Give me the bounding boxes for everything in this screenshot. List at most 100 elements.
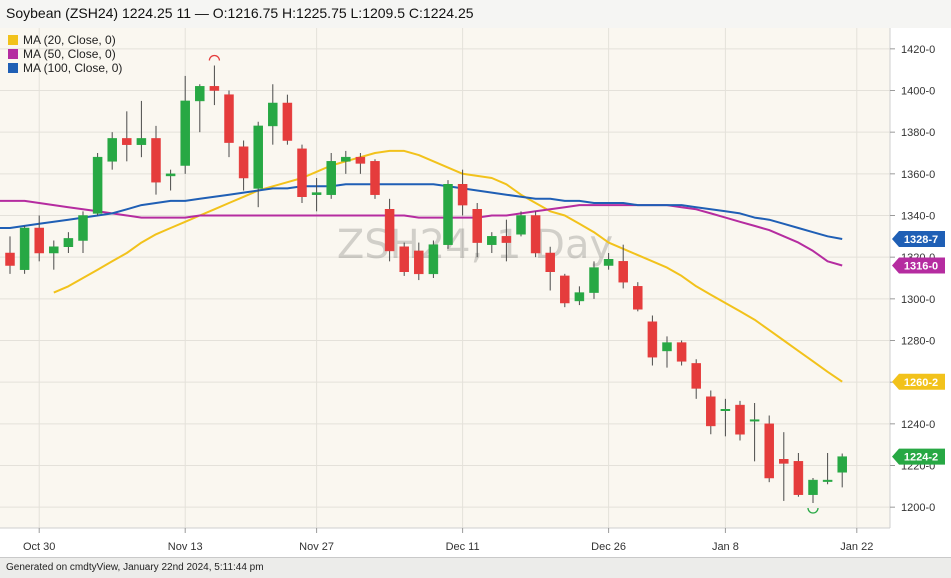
legend-label-ma50: MA (50, Close, 0) <box>23 47 116 61</box>
ma-line-50 <box>0 199 843 267</box>
candle-down <box>560 275 570 304</box>
candle-up <box>107 138 117 162</box>
time-axis[interactable]: Oct 30 Nov 13 Nov 27 Dec 11 Dec 26 Jan 8 Jan 2… <box>23 528 873 553</box>
candle-up <box>311 192 322 195</box>
candle-up <box>808 479 818 495</box>
candle-down <box>5 252 15 266</box>
candle-down <box>530 215 541 254</box>
candle-down <box>735 404 745 435</box>
legend-item-ma50[interactable]: MA (50, Close, 0) <box>8 47 122 61</box>
candle-up <box>165 173 176 177</box>
candle-up <box>341 156 351 162</box>
ma-line-20 <box>53 149 843 383</box>
candle-up <box>49 246 59 254</box>
candle-up <box>837 456 847 473</box>
candle-up <box>662 342 672 352</box>
price-tick-label: 1300-0 <box>901 294 935 306</box>
candle-up <box>136 138 147 145</box>
price-tick-label: 1420-0 <box>901 44 935 56</box>
candle-down <box>238 146 249 179</box>
candle-down <box>457 184 468 206</box>
candle-down <box>297 148 307 198</box>
candle-down <box>706 396 716 427</box>
candle-down <box>647 321 658 358</box>
candle-up <box>487 236 497 245</box>
candle-down <box>34 227 44 254</box>
quote-title: Soybean (ZSH24) 1224.25 11 — O:1216.75 H… <box>6 5 474 21</box>
candle-up <box>92 156 103 214</box>
ma100-badge-bg <box>892 231 945 248</box>
price-tick-label: 1240-0 <box>901 419 935 431</box>
price-axis[interactable]: 1420-01400-01380-01360-01340-01320-01300… <box>890 44 935 514</box>
candle-down <box>151 138 161 183</box>
legend-label-ma20: MA (20, Close, 0) <box>23 33 116 47</box>
time-tick-label: Jan 22 <box>840 541 873 553</box>
candle-up <box>326 161 336 195</box>
extreme-markers <box>208 54 819 514</box>
ma50-swatch <box>8 49 18 59</box>
price-tick-label: 1360-0 <box>901 169 935 181</box>
price-badges: 1328-7 1316-0 1260-2 1224-2 <box>892 231 945 465</box>
plot-area[interactable] <box>0 28 890 528</box>
candle-up <box>822 479 833 482</box>
price-chart[interactable]: ZSH24, 1 Day 1420-01400-01380-01360-0134… <box>0 28 951 557</box>
candle-down <box>399 246 409 272</box>
candle-down <box>355 156 366 164</box>
ma20-badge-bg <box>892 373 945 390</box>
chart-header: Soybean (ZSH24) 1224.25 11 — O:1216.75 H… <box>0 0 951 29</box>
time-tick-label: Nov 13 <box>168 541 203 553</box>
price-tick-label: 1380-0 <box>901 127 935 139</box>
legend-item-ma100[interactable]: MA (100, Close, 0) <box>8 61 122 75</box>
candle-down <box>384 209 395 252</box>
ma20-swatch <box>8 35 18 45</box>
candle-up <box>428 244 439 275</box>
candle-up <box>78 215 88 241</box>
candle-up <box>603 259 614 266</box>
candle-up <box>443 184 453 245</box>
candle-up <box>749 419 760 422</box>
candle-up <box>516 215 526 235</box>
candle-down <box>691 363 701 389</box>
last-price-badge-bg <box>892 448 945 465</box>
candle-up <box>63 238 74 248</box>
candle-up <box>720 409 731 411</box>
candlesticks <box>5 65 847 503</box>
price-tick-label: 1280-0 <box>901 336 935 348</box>
candle-down <box>545 252 555 272</box>
candle-down <box>633 286 643 310</box>
price-tick-label: 1400-0 <box>901 86 935 98</box>
candle-down <box>472 209 482 243</box>
candle-down <box>618 261 628 283</box>
candle-down <box>793 461 804 495</box>
candle-up <box>19 227 30 270</box>
candle-down <box>414 250 424 275</box>
low-marker <box>807 507 819 514</box>
moving-average-lines <box>0 149 843 383</box>
candle-up <box>195 86 205 102</box>
candle-down <box>501 236 512 243</box>
candle-up <box>574 292 585 302</box>
time-tick-label: Jan 8 <box>712 541 739 553</box>
candle-down <box>122 138 132 145</box>
candle-down <box>676 342 687 362</box>
time-tick-label: Dec 11 <box>446 541 480 553</box>
ma50-badge-bg <box>892 257 945 274</box>
footer: Generated on cmdtyView, January 22nd 202… <box>0 557 951 578</box>
candle-up <box>180 100 190 166</box>
candle-down <box>764 423 774 479</box>
candle-up <box>253 125 263 189</box>
legend-item-ma20[interactable]: MA (20, Close, 0) <box>8 33 122 47</box>
candle-down <box>370 161 380 195</box>
ma20-badge: 1260-2 <box>904 377 938 389</box>
candle-up <box>268 102 278 127</box>
candle-down <box>224 94 234 143</box>
candle-down <box>779 459 789 464</box>
candle-up <box>589 267 599 293</box>
ma100-badge: 1328-7 <box>904 234 938 246</box>
generated-timestamp: Generated on cmdtyView, January 22nd 202… <box>6 562 264 573</box>
legend-label-ma100: MA (100, Close, 0) <box>23 61 123 75</box>
time-tick-label: Oct 30 <box>23 541 55 553</box>
last-price-badge: 1224-2 <box>904 452 938 464</box>
ma-line-100 <box>0 183 843 240</box>
